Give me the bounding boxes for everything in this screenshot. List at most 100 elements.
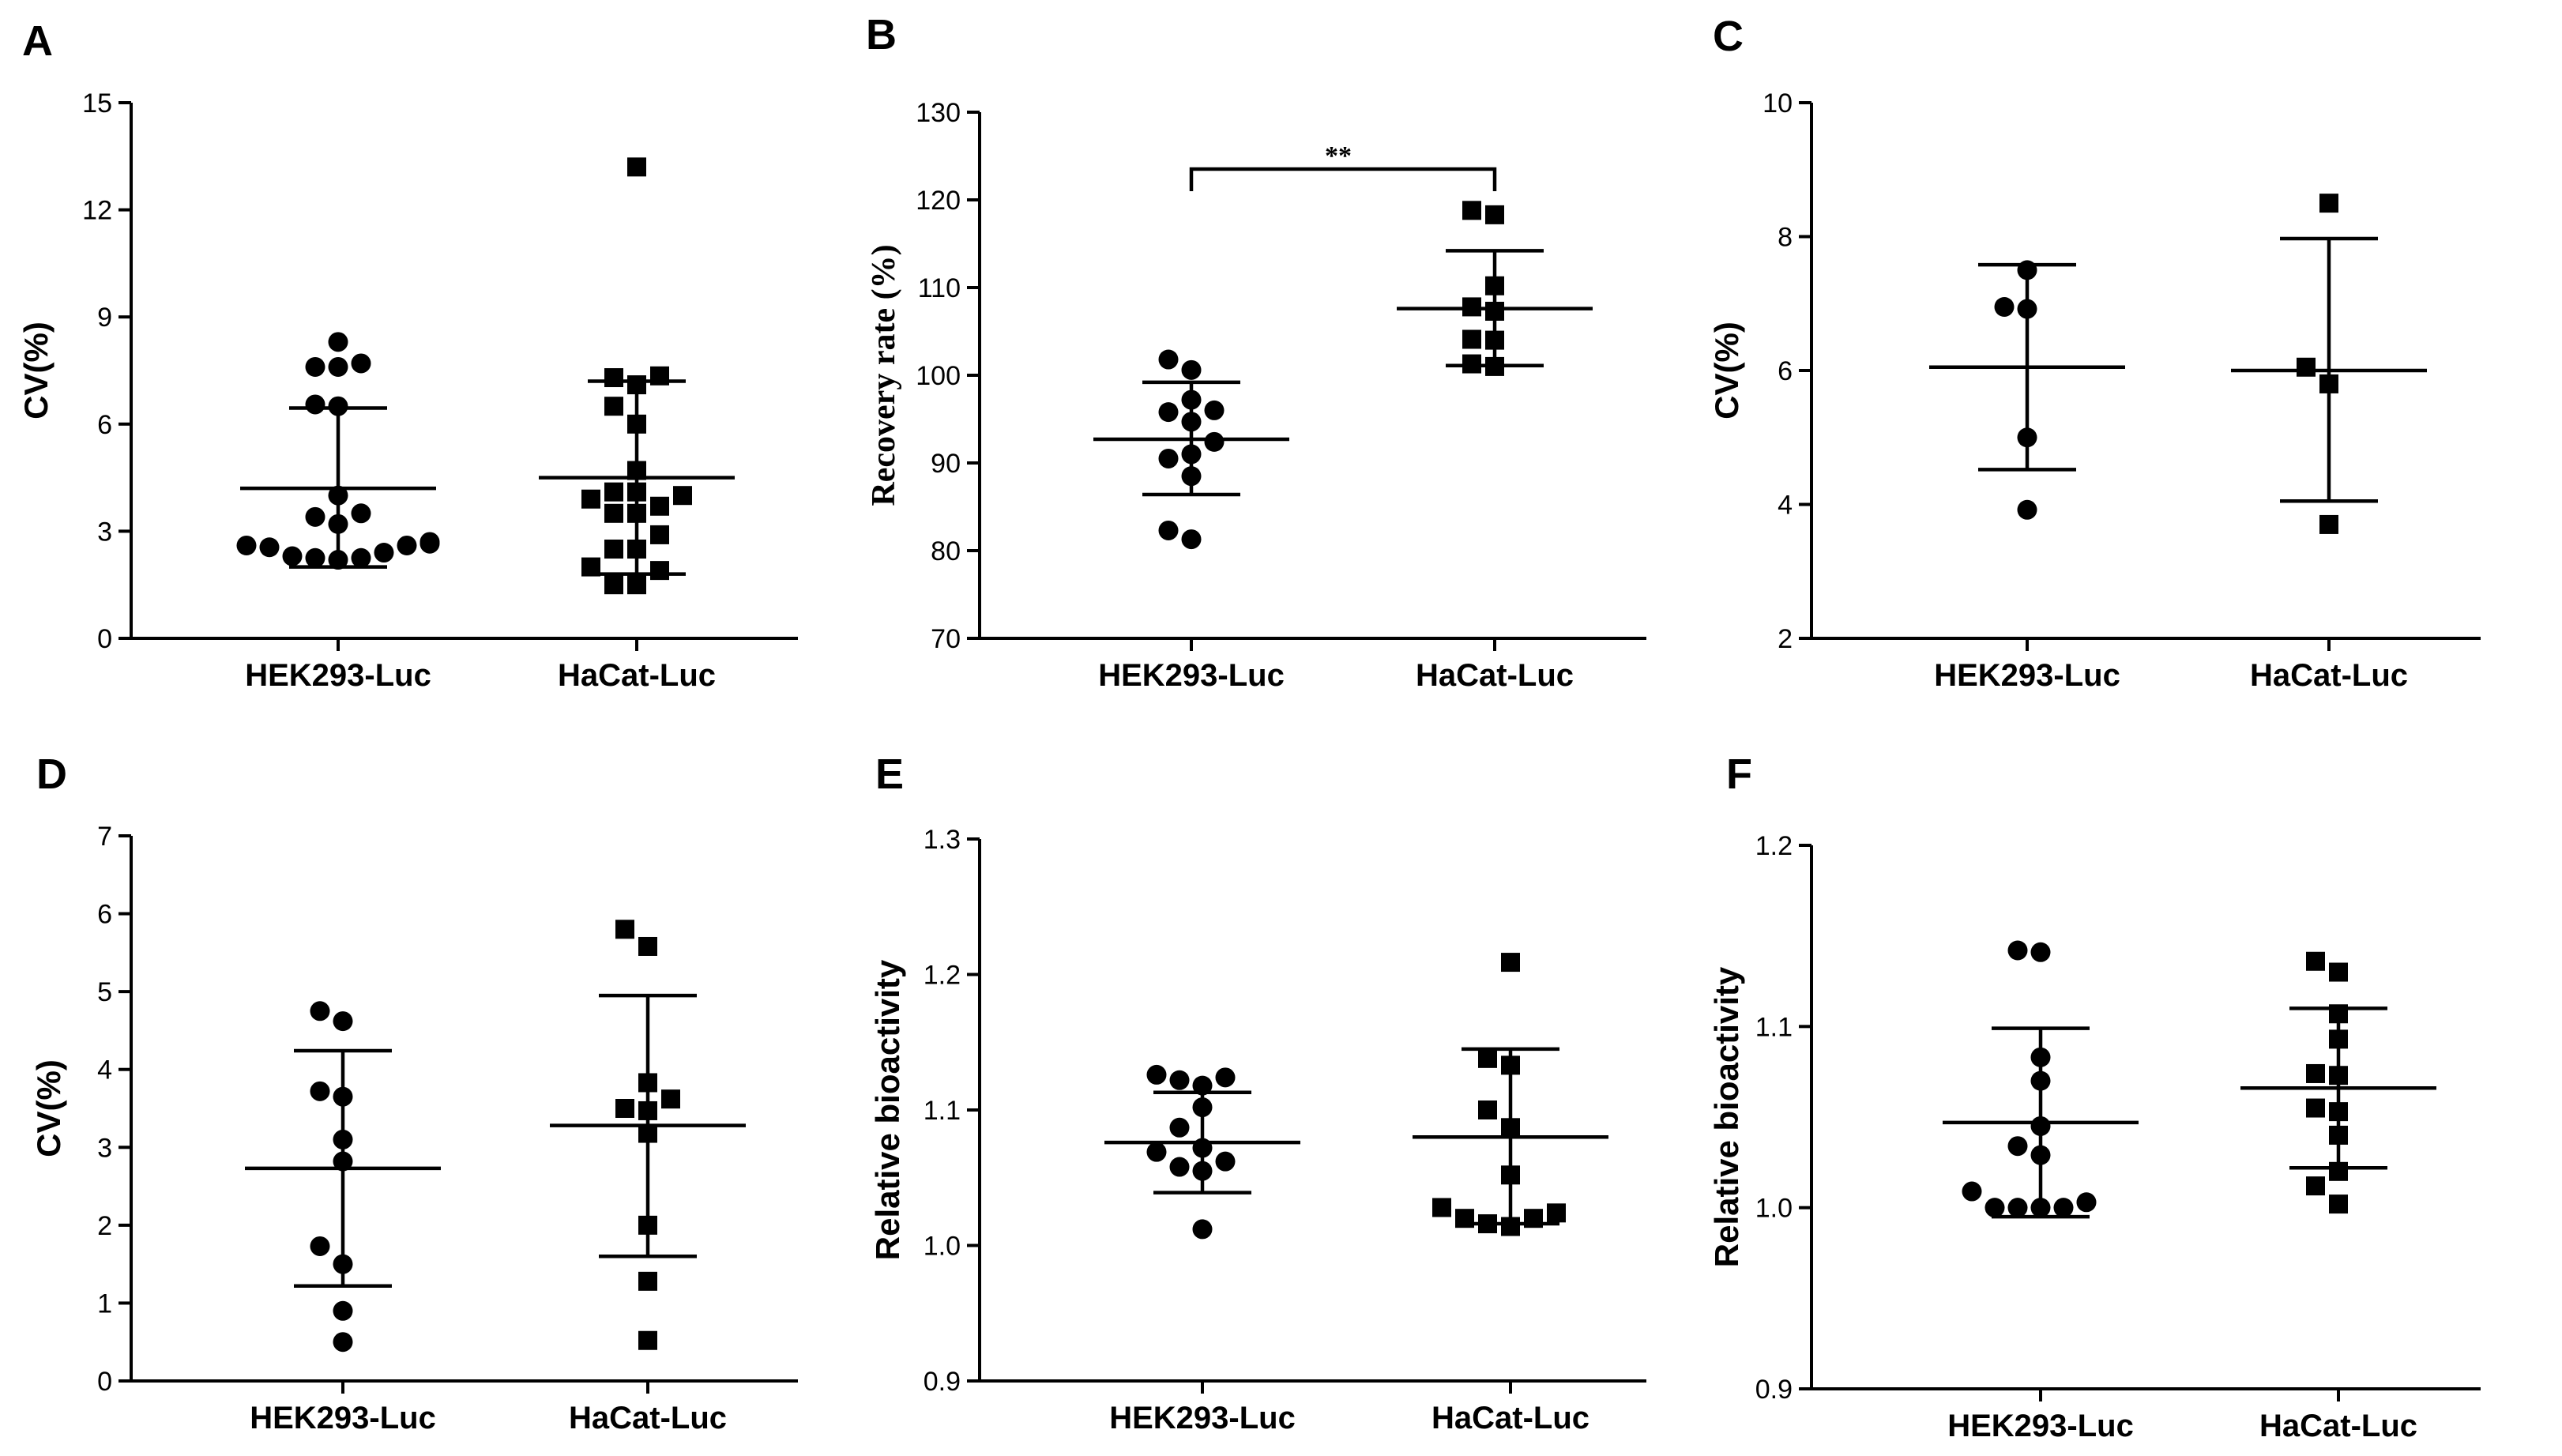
- y-tick-label: 4: [1778, 491, 1793, 521]
- x-category-label: HaCat-Luc: [2259, 1409, 2417, 1443]
- data-point: [650, 561, 669, 581]
- data-point: [638, 936, 657, 956]
- data-point: [1146, 1064, 1167, 1085]
- significance-bracket: [1189, 167, 1497, 191]
- data-point: [604, 397, 623, 416]
- data-point: [2017, 499, 2037, 520]
- panel-b-plot: 70 80 90 100 110 120 130 HEK293-Luc HaCat-Luc Rec…: [866, 98, 1646, 693]
- data-point: [328, 396, 348, 416]
- data-point: [2306, 1176, 2325, 1196]
- y-axis-label: Relative bioactivity: [1708, 966, 1745, 1267]
- data-point: [351, 353, 371, 374]
- data-point: [1478, 1100, 1497, 1119]
- x-category-label: HEK293-Luc: [245, 658, 431, 693]
- data-point: [661, 1089, 680, 1109]
- data-point: [1192, 1075, 1213, 1096]
- y-tick-label: 0.9: [924, 1367, 961, 1397]
- data-point: [397, 535, 417, 555]
- y-tick-label: 70: [931, 624, 961, 654]
- y-tick-label: 6: [97, 900, 112, 930]
- y-axis-label: CV(%): [17, 322, 55, 419]
- data-point: [604, 575, 623, 595]
- data-point: [604, 540, 623, 559]
- y-axis-label: CV(%): [1708, 322, 1745, 419]
- data-point: [236, 535, 257, 555]
- data-point: [282, 546, 303, 566]
- y-tick-label: 3: [97, 517, 112, 547]
- data-point: [2306, 951, 2325, 971]
- data-point: [259, 537, 280, 558]
- y-tick-label: 9: [97, 303, 112, 333]
- panel-c-plot: 2 4 6 8 10 HEK293-Luc HaCat-Luc CV(%): [1708, 88, 2481, 693]
- panel-a-letter: A: [22, 17, 53, 65]
- y-tick-label: 3: [97, 1133, 112, 1163]
- data-point: [2329, 962, 2348, 982]
- data-point: [2297, 357, 2316, 377]
- data-point: [1204, 431, 1225, 452]
- data-point: [1462, 201, 1481, 220]
- panel-b-letter: B: [866, 11, 897, 58]
- y-tick-label: 0: [97, 624, 112, 654]
- data-point: [305, 547, 325, 568]
- data-point: [1181, 359, 1202, 380]
- y-tick-label: 1.1: [924, 1096, 961, 1126]
- data-point: [305, 394, 325, 415]
- y-tick-label: 110: [918, 273, 961, 303]
- data-point: [351, 503, 371, 524]
- data-point: [2319, 194, 2338, 213]
- y-tick-label: 7: [97, 822, 112, 852]
- data-point: [305, 506, 325, 527]
- x-category-label: HEK293-Luc: [1098, 658, 1285, 693]
- data-point: [650, 496, 669, 516]
- y-tick-label: 1.3: [924, 825, 961, 855]
- data-point: [1962, 1181, 1982, 1202]
- panel-f: F 0.9 1.0 1.1 1.2 HEK293-Luc HaCat-Luc Relativ…: [1708, 751, 2481, 1443]
- y-tick-label: 0.9: [1755, 1375, 1793, 1405]
- x-category-label: HaCat-Luc: [558, 658, 716, 693]
- x-category-label: HEK293-Luc: [1934, 658, 2120, 693]
- y-tick-label: 120: [916, 186, 961, 216]
- y-tick-label: 1: [97, 1289, 112, 1319]
- data-point: [1169, 1070, 1190, 1090]
- data-point: [1215, 1067, 1236, 1088]
- panel-c: C 2 4 6 8 10 HEK293-Luc HaCat-Luc CV(%): [1708, 13, 2481, 693]
- panel-e-letter: E: [875, 751, 904, 798]
- data-point: [328, 332, 348, 352]
- y-tick-label: 15: [82, 88, 112, 119]
- y-tick-label: 10: [1763, 88, 1793, 119]
- data-point: [419, 533, 440, 554]
- data-point: [2007, 1198, 2028, 1218]
- x-category-label: HEK293-Luc: [1109, 1401, 1296, 1435]
- data-point: [1462, 329, 1481, 349]
- data-point: [638, 1330, 657, 1350]
- data-point: [328, 356, 348, 377]
- data-point: [333, 1011, 353, 1032]
- data-point: [627, 575, 646, 595]
- y-axis-label: Recovery rate (%): [866, 244, 902, 506]
- data-point: [1204, 400, 1225, 420]
- y-tick-label: 0: [97, 1367, 112, 1397]
- x-category-label: HaCat-Luc: [569, 1401, 727, 1435]
- data-point: [351, 547, 371, 568]
- data-point: [2306, 1098, 2325, 1118]
- data-point: [1478, 1048, 1497, 1068]
- data-point: [2007, 940, 2028, 961]
- data-point: [310, 1001, 330, 1021]
- data-point: [627, 157, 646, 177]
- data-point: [2076, 1192, 2097, 1213]
- panel-f-letter: F: [1726, 751, 1752, 798]
- data-point: [1158, 520, 1179, 540]
- data-point: [604, 482, 623, 502]
- data-point: [310, 1081, 330, 1101]
- y-axis-label: Relative bioactivity: [869, 959, 906, 1260]
- x-category-label: HaCat-Luc: [1431, 1401, 1589, 1435]
- data-point: [1158, 448, 1179, 468]
- y-tick-label: 1.0: [924, 1232, 961, 1262]
- y-tick-label: 1.0: [1755, 1194, 1793, 1224]
- panel-d-plot: 0 1 2 3 4 5 6 7 HEK293-Luc HaCat-Luc CV(%): [30, 822, 798, 1435]
- x-category-label: HEK293-Luc: [1947, 1409, 2134, 1443]
- panel-d-letter: D: [36, 751, 67, 798]
- data-point: [673, 486, 692, 506]
- data-point: [1215, 1151, 1236, 1172]
- panel-e: E 0.9 1.0 1.1 1.2 1.3 HEK293-Luc HaCat-Luc Rela…: [869, 751, 1646, 1435]
